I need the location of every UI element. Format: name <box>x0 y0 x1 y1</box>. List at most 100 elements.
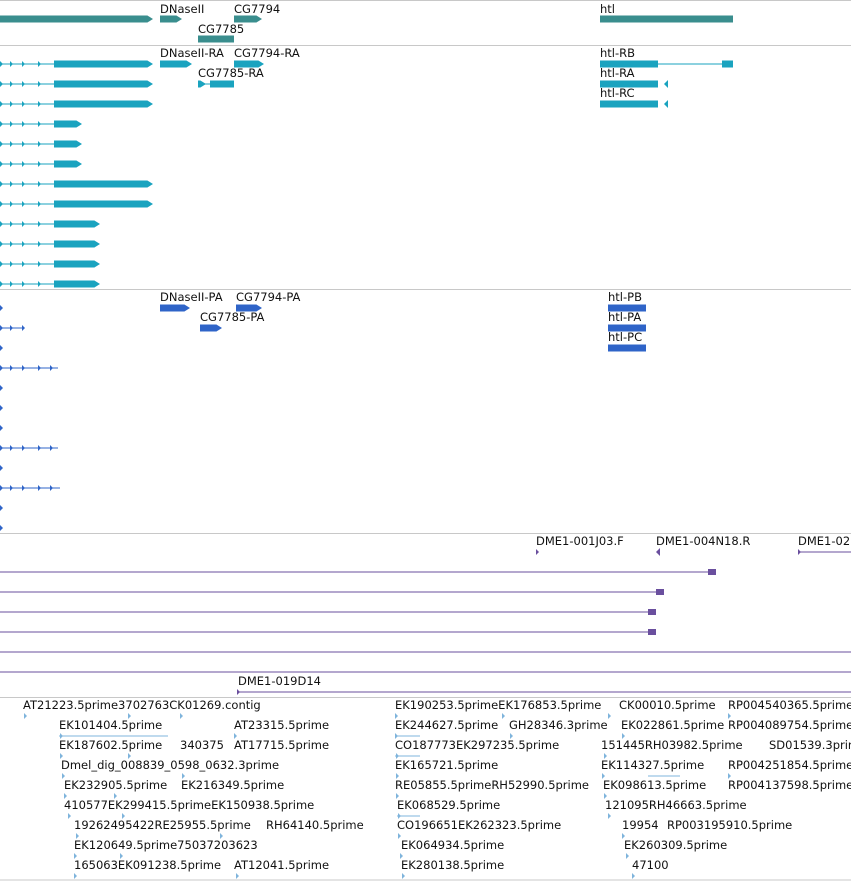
protein-cds[interactable] <box>0 465 3 471</box>
transcript-label[interactable]: DNaseII-RA <box>160 46 224 60</box>
est-glyph[interactable] <box>76 833 79 839</box>
est-label[interactable]: RP004137598.5prime <box>728 778 851 792</box>
transcript-exon[interactable] <box>600 100 658 108</box>
transcript-exon[interactable] <box>0 221 3 227</box>
est-label[interactable]: SD01539.3prime <box>769 738 851 752</box>
est-glyph[interactable] <box>24 713 27 719</box>
est-glyph[interactable] <box>608 713 611 719</box>
protein-cds[interactable] <box>160 304 190 312</box>
transcript-exon[interactable] <box>0 181 3 187</box>
transcript-exon[interactable] <box>10 181 13 187</box>
transcript-exon[interactable] <box>0 121 3 127</box>
est-glyph[interactable] <box>68 813 71 819</box>
transcript-exon[interactable] <box>22 121 25 127</box>
transcript-exon[interactable] <box>38 161 41 167</box>
protein-cds[interactable] <box>10 325 13 331</box>
clone-label[interactable]: DME1-019D14 <box>238 674 321 688</box>
transcript-exon[interactable] <box>10 261 13 267</box>
est-glyph[interactable] <box>220 833 223 839</box>
est-label[interactable]: EK064934.5prime <box>401 838 505 852</box>
protein-cds[interactable] <box>0 365 3 371</box>
est-label[interactable]: RH64140.5prime <box>266 818 364 832</box>
est-glyph[interactable] <box>120 853 123 859</box>
gene-label[interactable]: CG7785 <box>198 22 245 36</box>
protein-label[interactable]: DNaseII-PA <box>160 290 223 304</box>
transcript-exon[interactable] <box>54 140 82 148</box>
transcript-exon[interactable] <box>54 240 100 248</box>
est-label[interactable]: AT21223.5prime3702763CK01269.contig <box>23 698 261 712</box>
protein-cds[interactable] <box>0 325 3 331</box>
est-glyph[interactable] <box>510 733 513 739</box>
transcript-exon[interactable] <box>38 81 41 87</box>
gene-glyph[interactable] <box>198 35 234 43</box>
protein-cds[interactable] <box>22 445 25 451</box>
transcript-exon[interactable] <box>22 221 25 227</box>
est-label[interactable]: EK232905.5prime <box>64 778 168 792</box>
est-glyph[interactable] <box>236 873 239 879</box>
clone-label[interactable]: DME1-02 <box>798 534 851 548</box>
transcript-exon[interactable] <box>0 161 3 167</box>
transcript-exon[interactable] <box>22 101 25 107</box>
transcript-label[interactable]: CG7794-RA <box>234 46 300 60</box>
protein-cds[interactable] <box>200 324 222 332</box>
gene-label[interactable]: CG7794 <box>234 2 281 16</box>
protein-cds[interactable] <box>38 485 41 491</box>
transcript-exon[interactable] <box>10 221 13 227</box>
est-label[interactable]: 151445RH03982.5prime <box>601 738 743 752</box>
est-glyph[interactable] <box>128 753 131 759</box>
transcript-exon[interactable] <box>54 220 100 228</box>
transcript-exon[interactable] <box>22 261 25 267</box>
transcript-exon[interactable] <box>10 281 13 287</box>
transcript-exon[interactable] <box>664 100 668 108</box>
transcript-exon[interactable] <box>38 261 41 267</box>
est-label[interactable]: RP003195910.5prime <box>667 818 793 832</box>
est-label[interactable]: 47100 <box>632 858 669 872</box>
transcript-exon[interactable] <box>22 61 25 67</box>
est-label[interactable]: EK120649.5prime75037203623 <box>74 838 258 852</box>
est-glyph[interactable] <box>122 813 125 819</box>
transcript-exon[interactable] <box>54 200 153 208</box>
est-label[interactable]: Dmel_dig_008839_0598_0632.3prime <box>61 758 280 772</box>
est-glyph[interactable] <box>180 713 183 719</box>
transcript-exon[interactable] <box>0 61 3 67</box>
est-glyph[interactable] <box>62 773 65 779</box>
transcript-exon[interactable] <box>600 80 658 88</box>
transcript-exon[interactable] <box>0 241 3 247</box>
transcript-exon[interactable] <box>0 281 3 287</box>
transcript-exon[interactable] <box>38 141 41 147</box>
clone-glyph[interactable] <box>237 689 240 695</box>
protein-label[interactable]: CG7794-PA <box>236 290 301 304</box>
est-label[interactable]: EK101404.5prime <box>59 718 163 732</box>
est-glyph[interactable] <box>728 773 731 779</box>
gene-label[interactable]: htl <box>600 2 615 16</box>
est-label[interactable]: CO187773EK297235.5prime <box>395 738 560 752</box>
est-glyph[interactable] <box>395 713 398 719</box>
transcript-exon[interactable] <box>0 81 3 87</box>
protein-cds[interactable] <box>10 365 13 371</box>
transcript-exon[interactable] <box>38 201 41 207</box>
protein-cds[interactable] <box>22 365 25 371</box>
transcript-exon[interactable] <box>210 80 234 88</box>
transcript-exon[interactable] <box>10 61 13 67</box>
est-label[interactable]: CK00010.5prime <box>619 698 716 712</box>
transcript-exon[interactable] <box>664 80 668 88</box>
transcript-exon[interactable] <box>600 60 658 68</box>
est-label[interactable]: RP004089754.5prime <box>728 718 851 732</box>
protein-cds[interactable] <box>0 345 3 351</box>
transcript-exon[interactable] <box>22 161 25 167</box>
protein-cds[interactable] <box>0 525 3 531</box>
est-glyph[interactable] <box>402 873 405 879</box>
transcript-exon[interactable] <box>22 181 25 187</box>
transcript-exon[interactable] <box>10 241 13 247</box>
transcript-exon[interactable] <box>38 181 41 187</box>
transcript-exon[interactable] <box>10 201 13 207</box>
transcript-exon[interactable] <box>38 281 41 287</box>
gene-glyph[interactable] <box>160 15 182 23</box>
est-glyph[interactable] <box>74 873 77 879</box>
protein-cds[interactable] <box>236 304 262 312</box>
est-glyph[interactable] <box>396 793 399 799</box>
est-label[interactable]: EK165721.5prime <box>395 758 499 772</box>
est-glyph[interactable] <box>608 813 611 819</box>
transcript-exon[interactable] <box>22 241 25 247</box>
est-label[interactable]: 165063EK091238.5prime <box>74 858 222 872</box>
